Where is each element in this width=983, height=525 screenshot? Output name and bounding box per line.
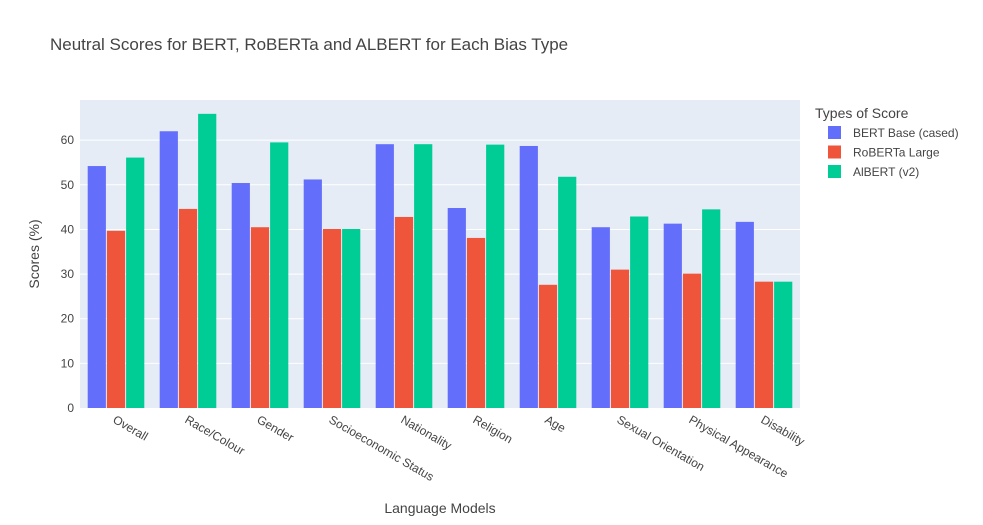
bar (414, 144, 433, 408)
bar (231, 183, 250, 408)
bar (250, 227, 270, 408)
bar (486, 144, 505, 408)
legend-label: RoBERTa Large (853, 146, 940, 160)
bar (178, 208, 198, 408)
y-tick-label: 10 (61, 356, 75, 370)
bar (447, 208, 466, 408)
legend-label: AlBERT (v2) (853, 165, 919, 179)
bar (106, 230, 126, 408)
x-tick-label: Disability (759, 412, 808, 448)
bar (519, 145, 538, 409)
x-tick-label: Gender (255, 412, 297, 444)
legend: Types of Score BERT Base (cased) RoBERTa … (815, 105, 959, 179)
y-tick-label: 20 (61, 312, 75, 326)
x-axis-label: Language Models (384, 500, 495, 516)
bar (303, 179, 322, 408)
x-tick-label: Overall (111, 412, 151, 443)
legend-swatch (828, 145, 841, 159)
bar (394, 216, 414, 408)
bar (558, 176, 577, 408)
y-axis-ticks: 0 10 20 30 40 50 60 (61, 133, 75, 415)
bar (610, 269, 630, 408)
y-tick-label: 40 (61, 222, 75, 236)
bar (198, 113, 217, 408)
bar (87, 166, 106, 408)
x-tick-label: Race/Colour (183, 412, 248, 457)
legend-title: Types of Score (815, 105, 909, 121)
legend-swatch (828, 165, 841, 178)
y-axis-label: Scores (%) (26, 219, 42, 288)
bar (375, 144, 394, 408)
bar (126, 157, 145, 408)
legend-swatch (828, 126, 841, 139)
x-axis-ticks: Overall Race/Colour Gender Socioeconomic St… (111, 412, 808, 483)
x-tick-label: Age (543, 412, 569, 435)
bar (466, 237, 486, 408)
bar (538, 284, 558, 408)
legend-label: BERT Base (cased) (853, 126, 959, 140)
bar (270, 142, 289, 408)
bar (663, 223, 682, 408)
bar (682, 273, 702, 408)
bar (342, 229, 361, 408)
y-tick-label: 50 (61, 178, 75, 192)
bar (591, 227, 610, 408)
chart-title: Neutral Scores for BERT, RoBERTa and ALB… (50, 35, 568, 54)
y-tick-label: 60 (61, 133, 75, 147)
bar (702, 209, 721, 408)
bar (735, 221, 754, 408)
bar (754, 281, 774, 408)
x-tick-label: Nationality (399, 412, 455, 452)
y-tick-label: 30 (61, 267, 75, 281)
x-tick-label: Religion (471, 412, 516, 446)
bar (322, 229, 342, 408)
bar (159, 131, 178, 408)
y-tick-label: 0 (67, 401, 74, 415)
bar (630, 216, 649, 408)
bars (87, 113, 793, 409)
bar (774, 281, 793, 408)
